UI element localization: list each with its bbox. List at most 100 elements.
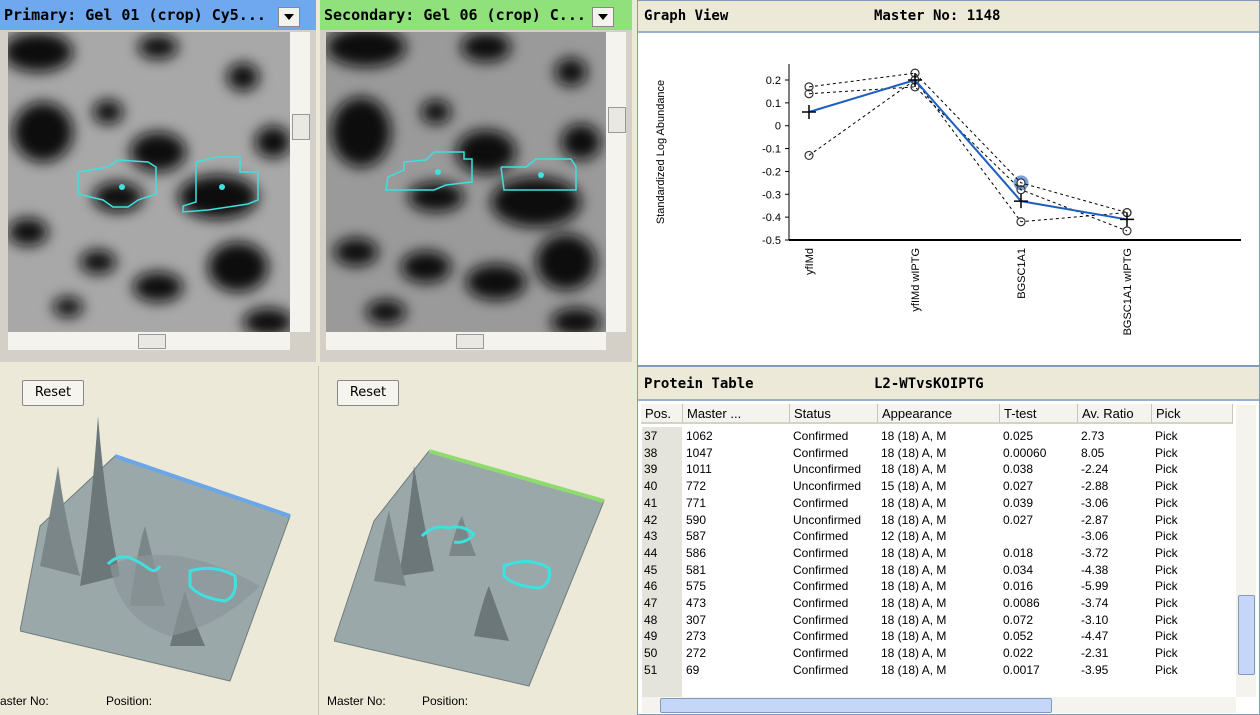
table-cell: 18 (18) A, M (881, 545, 999, 561)
gel-image (326, 32, 606, 332)
horizontal-scrollbar[interactable] (642, 697, 1236, 713)
table-cell: 48 (644, 612, 682, 628)
table-cell: Confirmed (793, 495, 877, 511)
table-cell: -4.47 (1081, 628, 1151, 644)
table-cell: 273 (686, 628, 789, 644)
table-cell: 18 (18) A, M (881, 445, 999, 461)
table-cell: -2.88 (1081, 478, 1151, 494)
horizontal-scrollbar[interactable] (326, 332, 606, 350)
column-header: Pos. (641, 404, 683, 424)
table-cell: 41 (644, 495, 682, 511)
app-window: Primary: Gel 01 (crop) Cy5... Secondary:… (0, 0, 1260, 715)
table-cell: Pick (1155, 495, 1232, 511)
table-cell: 771 (686, 495, 789, 511)
experiment-name: L2-WTvsKOIPTG (874, 376, 984, 392)
horizontal-scrollbar[interactable] (8, 332, 290, 350)
table-cell: Pick (1155, 445, 1232, 461)
table-cell: 18 (18) A, M (881, 645, 999, 661)
chart: 0.20.10-0.1-0.2-0.3-0.4-0.5Standardized … (638, 31, 1259, 365)
table-cell: -2.31 (1081, 645, 1151, 661)
table-cell: 0.038 (1003, 461, 1077, 477)
vertical-scrollbar[interactable] (290, 32, 310, 332)
secondary-title: Secondary: Gel 06 (crop) C... (320, 0, 632, 30)
vertical-scrollbar[interactable] (606, 32, 626, 332)
table-cell: 47 (644, 595, 682, 611)
table-cell: 1062 (686, 428, 789, 444)
position-label: Position: (106, 694, 152, 708)
table-cell: 39 (644, 461, 682, 477)
table-cell: 18 (18) A, M (881, 428, 999, 444)
table-cell: -2.87 (1081, 512, 1151, 528)
table-cell: 49 (644, 628, 682, 644)
table-cell: Confirmed (793, 662, 877, 678)
primary-panel: Primary: Gel 01 (crop) Cy5... (0, 0, 316, 362)
table-cell: -4.38 (1081, 562, 1151, 578)
table-cell: 12 (18) A, M (881, 528, 999, 544)
table-cell: 0.016 (1003, 578, 1077, 594)
table-cell: 0.0017 (1003, 662, 1077, 678)
table-cell: 0.027 (1003, 478, 1077, 494)
series-line (809, 87, 1127, 231)
column-header: Master ... (683, 404, 790, 424)
table-cell: 44 (644, 545, 682, 561)
table-cell: 15 (18) A, M (881, 478, 999, 494)
table-cell: 43 (644, 528, 682, 544)
table-cell: Confirmed (793, 645, 877, 661)
table-cell: 772 (686, 478, 789, 494)
dropdown-button[interactable] (278, 7, 300, 27)
column-header: Pick (1152, 404, 1233, 424)
surface-3d (20, 386, 300, 686)
table-cell: Pick (1155, 612, 1232, 628)
table-cell: 18 (18) A, M (881, 595, 999, 611)
table-cell: 40 (644, 478, 682, 494)
table-cell: 1011 (686, 461, 789, 477)
table-cell: Confirmed (793, 528, 877, 544)
table-cell: Confirmed (793, 445, 877, 461)
table-cell: 0.018 (1003, 545, 1077, 561)
y-tick-label: 0.1 (766, 98, 781, 110)
table-cell: Pick (1155, 512, 1232, 528)
primary-3d-view: Reset aster No: Position: (0, 366, 319, 715)
table-cell: 473 (686, 595, 789, 611)
y-tick-label: -0.4 (762, 212, 781, 224)
y-tick-label: 0 (775, 121, 781, 133)
table-cell: 18 (18) A, M (881, 495, 999, 511)
master-label: Master No: (327, 694, 386, 708)
y-tick-label: 0.2 (766, 75, 781, 87)
series-line (809, 80, 1127, 219)
table-cell: 18 (18) A, M (881, 562, 999, 578)
position-label: Position: (422, 694, 468, 708)
table-title: Protein Table (644, 376, 754, 392)
table-cell: Confirmed (793, 612, 877, 628)
table-cell: 18 (18) A, M (881, 628, 999, 644)
dropdown-button[interactable] (592, 7, 614, 27)
graph-title: Graph View (644, 8, 728, 24)
x-tick-label: BGSC1A1 (1016, 248, 1028, 299)
table-cell: 0.072 (1003, 612, 1077, 628)
table-cell: 590 (686, 512, 789, 528)
reset-button[interactable]: Reset (337, 380, 399, 406)
table-cell: Confirmed (793, 545, 877, 561)
table-cell: Pick (1155, 662, 1232, 678)
table-cell: Pick (1155, 595, 1232, 611)
master-number: Master No: 1148 (874, 8, 1000, 24)
table-cell: -2.24 (1081, 461, 1151, 477)
column-header: Appearance (878, 404, 1000, 424)
table-cell: Unconfirmed (793, 478, 877, 494)
table-cell: 2.73 (1081, 428, 1151, 444)
table-cell: Pick (1155, 578, 1232, 594)
table-cell: 37 (644, 428, 682, 444)
table-cell: -3.72 (1081, 545, 1151, 561)
vertical-scrollbar[interactable] (1236, 405, 1256, 697)
series-line (809, 73, 1127, 212)
table-cell: Confirmed (793, 628, 877, 644)
primary-title: Primary: Gel 01 (crop) Cy5... (0, 0, 316, 30)
table-cell: -3.06 (1081, 495, 1151, 511)
y-axis-label: Standardized Log Abundance (655, 80, 667, 224)
secondary-panel: Secondary: Gel 06 (crop) C... (320, 0, 632, 362)
secondary-3d-view: Reset Master No: Position: (319, 366, 632, 715)
table-cell: 0.027 (1003, 512, 1077, 528)
table-cell: 42 (644, 512, 682, 528)
y-tick-label: -0.3 (762, 189, 781, 201)
